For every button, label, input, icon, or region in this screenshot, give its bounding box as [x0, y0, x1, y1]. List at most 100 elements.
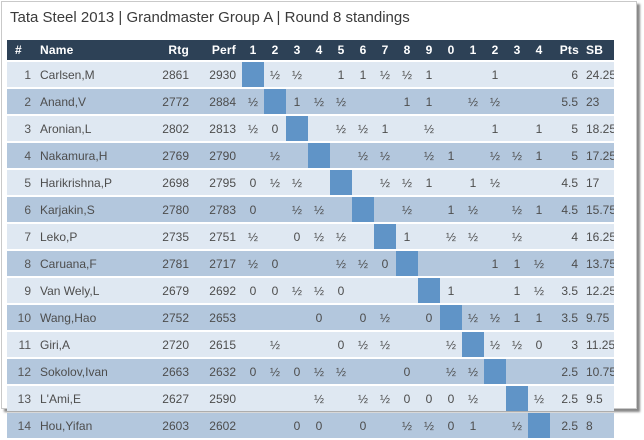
- result-cell: 0: [374, 251, 396, 276]
- result-cell: ½: [330, 224, 352, 249]
- player-rating: 2735: [157, 224, 190, 249]
- header-opponent-7: 7: [374, 40, 396, 60]
- player-rank: 9: [7, 278, 35, 303]
- result-cell: [374, 197, 396, 222]
- diagonal-cell: [330, 170, 352, 195]
- diagonal-cell: [506, 386, 528, 411]
- result-cell: ½: [264, 359, 286, 384]
- result-cell: [264, 305, 286, 330]
- result-cell: ½: [440, 224, 462, 249]
- player-name: Sokolov,Ivan: [35, 359, 157, 384]
- result-cell: 0: [286, 359, 308, 384]
- player-name: Karjakin,S: [35, 197, 157, 222]
- result-cell: 0: [528, 332, 550, 357]
- table-row: 7 Leko,P 2735 2751 ½ 0 ½ ½ 1 ½ ½ ½ 4 16.25: [7, 224, 614, 249]
- table-row: 3 Aronian,L 2802 2813 ½ 0 ½ ½ 1 ½ 1 1 5 18.25: [7, 116, 614, 141]
- result-cell: [396, 143, 418, 168]
- header-opponent-1: 1: [242, 40, 264, 60]
- table-row: 9 Van Wely,L 2679 2692 0 0 ½ ½ 0 1 1 ½ 3.5 12.25: [7, 278, 614, 303]
- result-cell: ½: [528, 251, 550, 276]
- table-header: # Name Rtg Perf 1 2 3 4 5 6 7 8 9 0 1 2 3 4 Pts SB: [7, 40, 614, 60]
- diagonal-cell: [440, 305, 462, 330]
- result-cell: ½: [330, 251, 352, 276]
- result-cell: ½: [242, 224, 264, 249]
- result-cell: 0: [418, 305, 440, 330]
- player-performance: 2751: [190, 224, 242, 249]
- diagonal-cell: [484, 359, 506, 384]
- player-rank: 4: [7, 143, 35, 168]
- result-cell: ½: [286, 278, 308, 303]
- diagonal-cell: [396, 251, 418, 276]
- player-sb: 17.25: [580, 143, 614, 168]
- result-cell: ½: [506, 197, 528, 222]
- result-cell: [264, 197, 286, 222]
- result-cell: ½: [308, 386, 330, 411]
- player-points: 4: [550, 251, 580, 276]
- result-cell: [506, 359, 528, 384]
- result-cell: ½: [484, 332, 506, 357]
- player-performance: 2692: [190, 278, 242, 303]
- diagonal-cell: [286, 116, 308, 141]
- result-cell: ½: [352, 386, 374, 411]
- player-name: Carlsen,M: [35, 62, 157, 87]
- player-rating: 2698: [157, 170, 190, 195]
- table-row: 8 Caruana,F 2781 2717 ½ 0 ½ ½ 0 1 1 ½ 4 13.75: [7, 251, 614, 276]
- result-cell: 0: [264, 116, 286, 141]
- player-sb: 9.5: [580, 386, 614, 411]
- result-cell: ½: [418, 116, 440, 141]
- player-rank: 10: [7, 305, 35, 330]
- result-cell: ½: [462, 89, 484, 114]
- result-cell: [396, 305, 418, 330]
- player-rating: 2752: [157, 305, 190, 330]
- result-cell: 1: [528, 143, 550, 168]
- result-cell: [308, 332, 330, 357]
- result-cell: [440, 116, 462, 141]
- result-cell: 1: [506, 251, 528, 276]
- header-sb: SB: [580, 40, 614, 60]
- player-performance: 2795: [190, 170, 242, 195]
- result-cell: [286, 386, 308, 411]
- player-rating: 2781: [157, 251, 190, 276]
- player-points: 4: [550, 224, 580, 249]
- result-cell: ½: [286, 62, 308, 87]
- result-cell: [528, 170, 550, 195]
- result-cell: [506, 89, 528, 114]
- player-performance: 2790: [190, 143, 242, 168]
- player-rating: 2679: [157, 278, 190, 303]
- result-cell: ½: [352, 116, 374, 141]
- table-row: 2 Anand,V 2772 2884 ½ 1 ½ ½ 1 1 ½ ½ 5.5 23: [7, 89, 614, 114]
- result-cell: 1: [286, 89, 308, 114]
- header-opponent-3: 3: [286, 40, 308, 60]
- player-name: L'Ami,E: [35, 386, 157, 411]
- player-rank: 2: [7, 89, 35, 114]
- result-cell: 1: [528, 197, 550, 222]
- player-performance: 2590: [190, 386, 242, 411]
- player-sb: 12.25: [580, 278, 614, 303]
- result-cell: ½: [484, 305, 506, 330]
- result-cell: 1: [418, 170, 440, 195]
- header-rank: #: [7, 40, 35, 60]
- result-cell: ½: [242, 89, 264, 114]
- player-rating: 2802: [157, 116, 190, 141]
- result-cell: [286, 143, 308, 168]
- result-cell: ½: [352, 332, 374, 357]
- player-points: 3.5: [550, 305, 580, 330]
- header-opponent-9: 9: [418, 40, 440, 60]
- player-name: Van Wely,L: [35, 278, 157, 303]
- result-cell: [330, 143, 352, 168]
- result-cell: ½: [528, 278, 550, 303]
- result-cell: 1: [440, 278, 462, 303]
- player-points: 2.5: [550, 359, 580, 384]
- result-cell: [462, 278, 484, 303]
- table-row: 5 Harikrishna,P 2698 2795 0 ½ ½ ½ ½ 1 1 ½ 4.5 17: [7, 170, 614, 195]
- player-rank: 8: [7, 251, 35, 276]
- player-sb: 18.25: [580, 116, 614, 141]
- result-cell: 1: [506, 278, 528, 303]
- result-cell: ½: [374, 62, 396, 87]
- player-performance: 2632: [190, 359, 242, 384]
- player-rating: 2627: [157, 386, 190, 411]
- result-cell: ½: [330, 359, 352, 384]
- result-cell: 1: [418, 62, 440, 87]
- result-cell: [330, 386, 352, 411]
- player-points: 4.5: [550, 197, 580, 222]
